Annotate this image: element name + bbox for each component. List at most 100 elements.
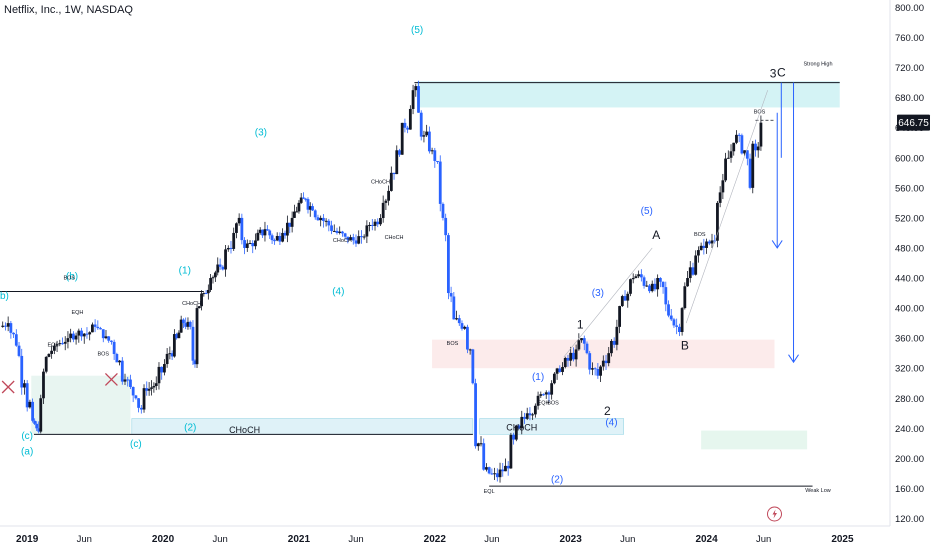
candle-body <box>216 264 220 273</box>
candle-body <box>517 425 521 429</box>
candle-body <box>12 332 15 335</box>
candle-body <box>256 232 260 241</box>
candle-body <box>327 220 331 226</box>
candle-body <box>145 388 149 391</box>
candle-body <box>658 278 662 282</box>
candle-body <box>593 368 597 370</box>
candle-body <box>335 230 339 233</box>
candle-body <box>558 368 562 372</box>
candle-body <box>667 304 670 316</box>
annotation-label: CHoCH <box>333 238 352 244</box>
candle-body <box>240 217 244 241</box>
candle-body <box>661 281 665 288</box>
candle-body <box>179 319 183 333</box>
candle-body <box>398 150 401 155</box>
projection-arrowhead-2 <box>788 354 799 364</box>
x-tick-label: Jun <box>77 534 92 545</box>
x-tick-label: 2021 <box>288 534 311 545</box>
y-tick-label: 560.00 <box>895 183 924 194</box>
candle-body <box>63 341 67 344</box>
annotation-label: BOS <box>447 341 459 347</box>
candle-body <box>525 413 529 419</box>
candle-body <box>338 231 342 233</box>
candle-body <box>487 467 491 474</box>
y-axis[interactable]: 120.00 160.00 200.00 240.00 280.00 320.00 360.… <box>889 0 930 526</box>
candle-body <box>147 388 151 391</box>
candle-body <box>577 340 581 350</box>
candle-body <box>20 355 24 388</box>
candle-body <box>202 293 206 295</box>
candle-body <box>501 469 505 472</box>
markers-layer <box>1 82 799 522</box>
annotation-label: CHoCH <box>371 179 390 185</box>
candle-body <box>634 276 638 279</box>
candle-body <box>360 236 363 238</box>
candle-body <box>675 325 679 327</box>
candle-body <box>175 334 179 339</box>
candle-body <box>430 150 434 152</box>
y-tick-label: 160.00 <box>895 484 924 495</box>
candle-body <box>285 222 289 236</box>
candle-body <box>365 225 369 237</box>
candle-body <box>357 236 361 244</box>
candle-body <box>599 366 602 376</box>
wave-label: (1) <box>532 372 544 383</box>
candle-body <box>626 293 630 301</box>
candle-body <box>615 326 619 345</box>
x-tick-label: 2019 <box>16 534 39 545</box>
candle-body <box>498 469 502 478</box>
candle-body <box>1 325 5 327</box>
y-tick-label: 720.00 <box>895 63 924 74</box>
candle-body <box>493 473 496 475</box>
demand-strip-left <box>131 418 474 435</box>
candle-body <box>601 360 605 367</box>
candle-body <box>514 425 518 440</box>
y-tick-label: 240.00 <box>895 424 924 435</box>
candle-body <box>37 428 41 432</box>
candle-body <box>197 306 201 309</box>
candle-body <box>618 306 622 327</box>
y-tick-label: 400.00 <box>895 304 924 315</box>
candle-body <box>258 229 262 233</box>
candle-body <box>449 293 453 297</box>
candle-body <box>118 360 121 363</box>
candle-body <box>47 353 51 357</box>
candle-body <box>115 354 119 363</box>
candle-body <box>6 323 10 327</box>
candle-body <box>254 240 257 247</box>
trend-line <box>685 90 768 324</box>
x-tick-label: 2020 <box>152 534 175 545</box>
candle-body <box>191 326 195 361</box>
candle-body <box>278 235 282 242</box>
candle-body <box>664 287 668 305</box>
candle-body <box>104 336 108 339</box>
candle-body <box>299 197 303 203</box>
candle-body <box>101 329 105 339</box>
candle-body <box>509 434 513 469</box>
candle-body <box>243 240 246 248</box>
x-tick-label: 2024 <box>695 534 718 545</box>
candle-body <box>9 323 13 333</box>
candle-body <box>177 332 181 339</box>
annotation-label: CHoCH <box>385 235 404 241</box>
candle-body <box>33 420 37 424</box>
candle-body <box>324 220 328 222</box>
y-tick-label: 800.00 <box>895 3 924 14</box>
candle-body <box>142 388 146 410</box>
candle-body <box>482 443 486 470</box>
x-axis[interactable]: 2019 Jun 2020 Jun 2021 Jun 2022 Jun 2023 Jun 2024 J… <box>0 525 890 545</box>
candle-body <box>69 333 73 339</box>
candle-body <box>476 443 480 447</box>
candle-body <box>193 360 197 365</box>
wave-label: B <box>681 338 689 352</box>
supply-zone <box>417 81 840 108</box>
candle-body <box>288 222 292 227</box>
candle-body <box>707 241 711 244</box>
annotation-label: EQL <box>484 489 495 495</box>
candle-body <box>648 285 651 292</box>
candle-body <box>39 398 43 432</box>
candle-body <box>23 383 26 388</box>
candle-body <box>504 465 507 472</box>
candle-body <box>457 318 461 324</box>
